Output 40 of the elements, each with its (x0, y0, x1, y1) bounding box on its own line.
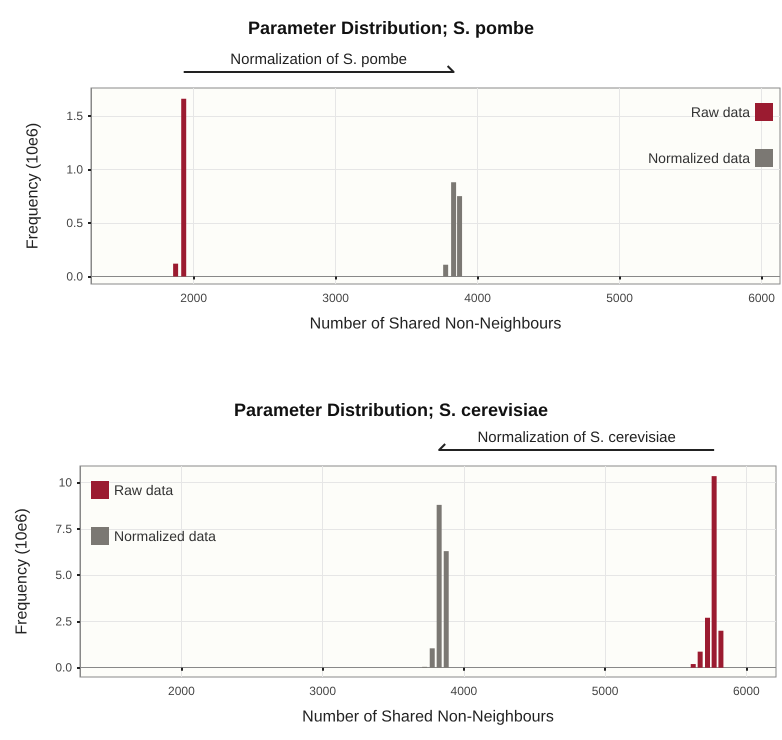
text: Normalization of S. cerevisiae (477, 429, 676, 446)
y-tick-label: 10 (58, 476, 72, 490)
y-tick-label: 5.0 (55, 568, 72, 582)
x-tick-label: 6000 (748, 291, 776, 305)
legend-label: Normalized data (648, 150, 750, 166)
legend-label: Normalized data (114, 528, 216, 544)
bar (444, 551, 449, 668)
y-tick-label: 7.5 (55, 522, 72, 536)
text: Normalization of S. pombe (230, 51, 408, 68)
x-tick-label: 2000 (168, 684, 196, 698)
legend-label: Raw data (114, 482, 174, 498)
x-tick-label: 3000 (322, 291, 350, 305)
y-tick-label: 0.0 (55, 660, 72, 675)
x-tick-label: 4000 (464, 291, 492, 305)
bar (430, 648, 435, 668)
y-tick-label: 0.5 (66, 216, 84, 230)
x-tick-label: 5000 (592, 684, 619, 698)
y-axis-title: Frequency (10e6) (24, 122, 42, 250)
bar (718, 630, 724, 668)
bar (690, 664, 696, 668)
y-tick-label: 1.0 (66, 162, 84, 176)
y-tick-label: 1.5 (66, 108, 84, 123)
bar (443, 264, 448, 277)
chart-title: Parameter Distribution; S. pombe (248, 18, 534, 38)
x-tick-label: 4000 (450, 684, 478, 698)
x-tick-label: 3000 (309, 684, 336, 698)
x-axis-title: Number of Shared Non-Neighbours (310, 316, 562, 332)
legend-label: Raw data (690, 104, 750, 120)
x-tick-label: 2000 (180, 291, 208, 305)
y-tick-label: 2.5 (55, 614, 72, 628)
bar (436, 504, 442, 668)
x-axis-title: Number of Shared Non-Neighbours (302, 708, 554, 726)
x-tick-label: 6000 (732, 684, 760, 698)
y-axis-title: Frequency (10e6) (14, 508, 30, 635)
x-tick-label: 5000 (606, 291, 634, 305)
y-tick-label: 0.0 (66, 270, 84, 284)
bar (173, 264, 178, 277)
chart-title: Parameter Distribution; S. cerevisiae (234, 400, 548, 420)
bar (698, 652, 703, 668)
bar (181, 98, 186, 277)
